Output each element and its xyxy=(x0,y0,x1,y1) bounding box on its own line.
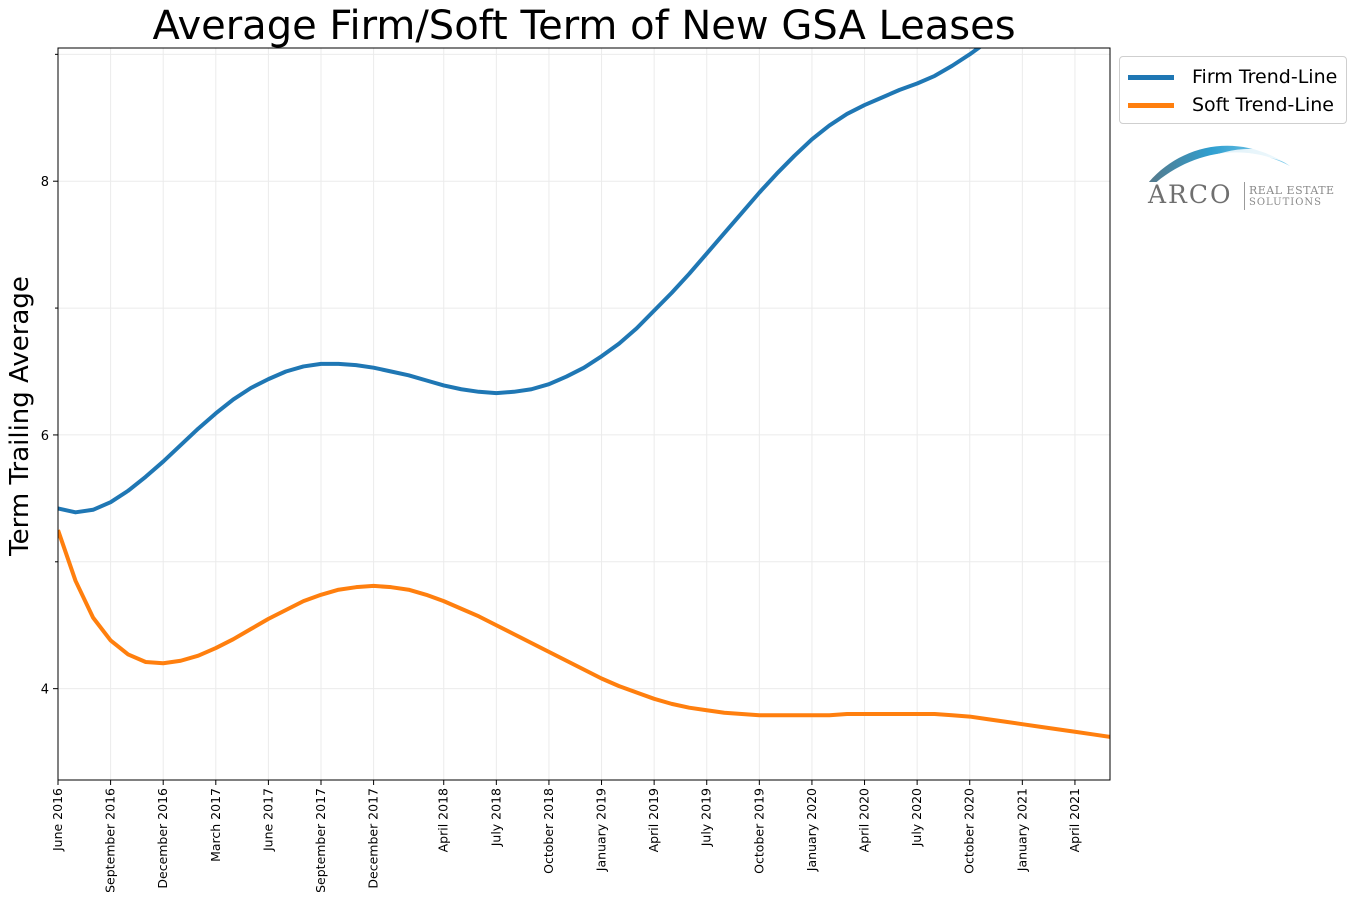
x-tick-label: April 2021 xyxy=(1067,788,1082,852)
x-tick-label: March 2017 xyxy=(208,788,223,862)
x-tick-label: June 2017 xyxy=(260,788,275,852)
arco-logo: ARCO REAL ESTATE SOLUTIONS xyxy=(1128,132,1350,216)
x-tick-label: January 2020 xyxy=(804,788,819,872)
x-tick-label: October 2020 xyxy=(962,788,977,874)
x-tick-label: January 2019 xyxy=(594,788,609,872)
x-tick-label: July 2020 xyxy=(909,788,924,847)
legend-item-firm: Firm Trend-Line xyxy=(1128,64,1337,90)
x-tick-label: October 2019 xyxy=(751,788,766,874)
x-tick-label: October 2018 xyxy=(541,788,556,874)
logo-separator xyxy=(1244,182,1245,210)
legend-item-soft: Soft Trend-Line xyxy=(1128,92,1334,118)
x-tick-label: July 2019 xyxy=(699,788,714,847)
x-tick-label: April 2020 xyxy=(857,788,872,852)
logo-subtitle-line2: SOLUTIONS xyxy=(1249,197,1322,208)
series-line-firm xyxy=(58,48,982,515)
y-tick-label: 6 xyxy=(41,429,49,444)
legend-label-soft: Soft Trend-Line xyxy=(1192,94,1334,116)
logo-wordmark: ARCO xyxy=(1148,180,1233,209)
legend: Firm Trend-Line Soft Trend-Line xyxy=(1119,56,1347,124)
y-tick-label: 8 xyxy=(41,175,49,190)
x-tick-label: June 2016 xyxy=(50,788,65,852)
x-tick-label: December 2017 xyxy=(366,788,381,889)
chart-title: Average Firm/Soft Term of New GSA Leases xyxy=(152,3,1016,49)
plot-frame xyxy=(57,47,1111,781)
legend-swatch-firm xyxy=(1128,74,1174,80)
x-tick-label: September 2016 xyxy=(103,788,118,893)
x-tick-label: April 2019 xyxy=(646,788,661,852)
x-tick-label: September 2017 xyxy=(313,788,328,893)
logo-swoosh-icon xyxy=(1132,145,1292,208)
legend-swatch-soft xyxy=(1128,102,1174,108)
x-tick-label: April 2018 xyxy=(436,788,451,852)
x-tick-label: July 2018 xyxy=(488,788,503,847)
y-tick-label: 4 xyxy=(41,683,49,698)
x-tick-label: January 2021 xyxy=(1014,788,1029,872)
logo-subtitle-line1: REAL ESTATE xyxy=(1249,184,1335,197)
legend-label-firm: Firm Trend-Line xyxy=(1192,66,1338,88)
x-tick-label: December 2016 xyxy=(155,788,170,889)
series-line-soft xyxy=(58,529,1110,739)
